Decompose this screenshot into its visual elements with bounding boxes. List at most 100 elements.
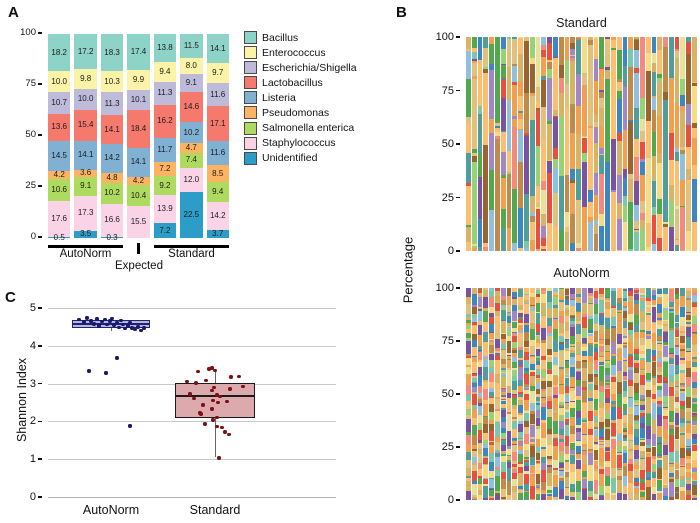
sample-segment — [523, 443, 529, 451]
sample-segment — [692, 88, 697, 123]
sample-segment — [523, 387, 529, 389]
sample-segment — [506, 327, 512, 329]
sample-segment — [651, 289, 657, 295]
sample-segment — [506, 385, 512, 394]
sample-segment — [622, 428, 628, 430]
sample-segment — [657, 480, 663, 488]
sample-segment — [489, 441, 494, 443]
data-point-standard — [192, 396, 196, 401]
sample-segment — [599, 68, 605, 91]
sample-segment — [535, 382, 541, 390]
sample-segment — [518, 492, 523, 500]
data-point-autonorm — [115, 356, 119, 360]
sample-segment — [494, 399, 500, 409]
sample-segment — [558, 439, 564, 442]
data-point-autonorm — [110, 316, 114, 320]
sample-segment — [686, 314, 692, 321]
sample-segment — [564, 359, 570, 361]
sample-segment — [552, 446, 558, 460]
sample-segment — [512, 349, 518, 353]
sample-segment — [622, 301, 628, 306]
sample-segment — [622, 371, 628, 376]
sample-segment — [466, 324, 471, 329]
sample-segment — [564, 418, 570, 420]
segment-enterococcus: 9.9 — [127, 69, 150, 90]
sample-segment — [686, 361, 692, 368]
sample-segment — [558, 367, 564, 369]
sample-bar — [686, 288, 692, 501]
sample-segment — [581, 288, 587, 303]
sample-bar — [593, 37, 599, 251]
sample-bar — [645, 288, 651, 500]
sample-segment — [494, 302, 500, 311]
sample-segment — [471, 393, 477, 405]
sample-segment — [587, 381, 593, 385]
segment-value: 9.4 — [159, 66, 171, 76]
sample-segment — [663, 224, 668, 228]
sample-segment — [674, 468, 680, 470]
sample-segment — [570, 386, 576, 389]
sample-segment — [622, 305, 628, 308]
sample-segment — [541, 406, 547, 421]
sample-segment — [570, 180, 576, 184]
sample-segment — [512, 288, 518, 293]
sample-segment — [599, 107, 605, 127]
sample-segment — [483, 456, 489, 459]
sample-segment — [506, 495, 512, 501]
sample-segment — [466, 353, 471, 356]
data-point-standard — [213, 368, 217, 373]
panel-c-x-label-autonorm: AutoNorm — [82, 503, 140, 517]
sample-segment — [471, 288, 477, 295]
sample-segment — [576, 37, 581, 39]
sample-segment — [547, 445, 552, 456]
sample-segment — [686, 37, 692, 43]
sample-segment — [622, 359, 628, 362]
sample-segment — [570, 442, 576, 444]
sample-segment — [466, 332, 471, 339]
sample-segment — [663, 407, 668, 411]
data-point-autonorm — [85, 316, 89, 320]
sample-segment — [634, 156, 639, 182]
sample-segment — [576, 480, 581, 491]
sample-segment — [570, 356, 576, 366]
sample-segment — [477, 106, 483, 114]
sample-segment — [477, 289, 483, 293]
sample-segment — [622, 453, 628, 463]
sample-segment — [529, 345, 535, 355]
sample-segment — [680, 385, 686, 388]
sample-segment — [500, 398, 506, 401]
sample-segment — [471, 457, 477, 463]
sample-segment — [692, 288, 697, 291]
sample-segment — [494, 310, 500, 316]
sample-segment — [593, 444, 599, 450]
sample-segment — [622, 348, 628, 359]
sample-segment — [518, 358, 523, 360]
sample-bar — [494, 288, 500, 501]
segment-pseudomonas: 8.5 — [206, 165, 229, 183]
sample-segment — [576, 459, 581, 470]
tick-mark — [38, 458, 42, 460]
sample-segment — [639, 368, 645, 371]
sample-segment — [558, 351, 564, 361]
sample-segment — [523, 409, 529, 412]
sample-segment — [634, 445, 639, 450]
median-autonorm — [72, 323, 150, 326]
sample-segment — [570, 454, 576, 456]
sample-segment — [541, 481, 547, 491]
sample-segment — [500, 79, 506, 99]
sample-segment — [634, 293, 639, 294]
sample-segment — [552, 305, 558, 309]
sample-segment — [657, 468, 663, 480]
sample-segment — [547, 336, 552, 349]
sample-segment — [576, 302, 581, 311]
sample-segment — [466, 338, 471, 342]
sample-segment — [674, 314, 680, 323]
sample-segment — [663, 402, 668, 404]
sample-segment — [506, 454, 512, 457]
sample-segment — [535, 426, 541, 429]
sample-segment — [674, 407, 680, 410]
sample-segment — [500, 421, 506, 429]
sample-segment — [651, 342, 657, 351]
sample-segment — [657, 303, 663, 313]
sample-segment — [651, 109, 657, 132]
